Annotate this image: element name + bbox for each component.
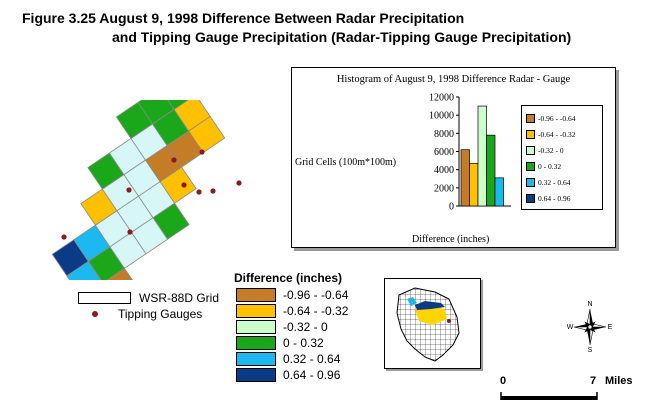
difference-legend-item: 0 - 0.32: [236, 335, 324, 350]
scale-unit-label: Miles: [605, 375, 633, 387]
grid-legend-label: WSR-88D Grid: [139, 291, 220, 305]
histogram-legend-label: -0.32 - 0: [538, 145, 564, 155]
difference-legend-item: -0.96 - -0.64: [236, 287, 348, 302]
difference-legend-label: 0.64 - 0.96: [283, 367, 341, 382]
gauge-legend-item: Tipping Gauges: [92, 307, 202, 321]
difference-legend-label: -0.64 - -0.32: [283, 303, 349, 318]
histogram-legend-item: 0.64 - 0.96: [526, 192, 571, 204]
tipping-gauge-dot: [127, 229, 133, 235]
histogram-bar: [477, 105, 487, 207]
difference-legend-item: 0.64 - 0.96: [236, 367, 340, 382]
histogram-legend: -0.96 - -0.64 -0.64 - -0.32 -0.32 - 0 0 …: [521, 105, 603, 210]
histogram-bar: [494, 177, 504, 207]
legend-swatch: [236, 303, 276, 318]
figure-title-line1: Figure 3.25 August 9, 1998 Difference Be…: [22, 10, 465, 26]
compass-rose-icon: N S W E: [567, 301, 613, 354]
gauge-dot-icon: [92, 311, 98, 317]
histogram-legend-label: 0 - 0.32: [538, 161, 562, 171]
difference-legend-label: 0 - 0.32: [283, 335, 324, 350]
difference-legend-title: Difference (inches): [234, 271, 343, 285]
histogram-legend-item: -0.32 - 0: [526, 144, 564, 156]
histogram-legend-label: -0.64 - -0.32: [538, 129, 576, 139]
locator-map: [384, 278, 481, 369]
difference-legend-item: 0.32 - 0.64: [236, 351, 340, 366]
histogram-title: Histogram of August 9, 1998 Difference R…: [336, 74, 571, 85]
histogram-y-tick-label: 4000: [434, 165, 454, 176]
legend-swatch: [236, 367, 276, 382]
grid-cell: [137, 100, 175, 125]
legend-swatch: [526, 193, 535, 203]
legend-swatch: [526, 129, 535, 139]
legend-swatch: [236, 335, 276, 350]
histogram-legend-item: 0 - 0.32: [526, 160, 561, 172]
tipping-gauge-dot: [61, 234, 67, 240]
histogram-y-tick-label: 2000: [434, 183, 454, 194]
legend-swatch: [236, 287, 276, 302]
legend-swatch: [236, 319, 276, 334]
grid-cell: [158, 100, 197, 110]
radar-difference-grid-map: [51, 100, 242, 280]
histogram-y-tick-label: 8000: [434, 129, 454, 140]
histogram-panel: Histogram of August 9, 1998 Difference R…: [291, 67, 616, 248]
legend-swatch: [526, 161, 535, 171]
histogram-legend-label: 0.32 - 0.64: [538, 177, 571, 187]
scale-end-label: 7: [590, 375, 597, 387]
tipping-gauge-dot: [210, 188, 216, 194]
histogram-y-tick-label: 12000: [429, 93, 454, 104]
histogram-bar: [469, 162, 479, 207]
histogram-legend-item: 0.32 - 0.64: [526, 176, 571, 188]
difference-legend-item: -0.32 - 0: [236, 319, 328, 334]
compass-east-label: E: [608, 324, 613, 331]
compass-north-label: N: [587, 301, 592, 308]
difference-legend-label: 0.32 - 0.64: [283, 351, 341, 366]
tipping-gauge-dot: [126, 187, 132, 193]
legend-swatch: [526, 113, 535, 123]
difference-legend-label: -0.96 - -0.64: [283, 287, 349, 302]
histogram-legend-label: 0.64 - 0.96: [538, 193, 571, 203]
locator-map-drawing: [396, 287, 460, 362]
compass-west-label: W: [567, 324, 574, 331]
histogram-legend-label: -0.96 - -0.64: [538, 113, 576, 123]
histogram-plot: 0 2000 4000 6000 8000 10000 12000: [429, 93, 511, 213]
histogram-y-tick-label: 6000: [434, 147, 454, 158]
compass-south-label: S: [588, 347, 593, 354]
tipping-gauge-dot: [236, 180, 242, 186]
histogram-legend-item: -0.64 - -0.32: [526, 128, 576, 140]
tipping-gauge-dot: [196, 189, 202, 195]
histogram-bar: [460, 149, 470, 207]
grid-legend-item: WSR-88D Grid: [78, 291, 219, 305]
histogram-y-tick-label: 10000: [429, 111, 454, 122]
histogram-y-axis-label: Grid Cells (100m*100m): [295, 157, 397, 168]
legend-swatch: [236, 351, 276, 366]
difference-legend-label: -0.32 - 0: [283, 319, 328, 334]
figure-title-line2: and Tipping Gauge Precipitation (Radar-T…: [112, 29, 572, 45]
histogram-legend-item: -0.96 - -0.64: [526, 112, 576, 124]
gauge-legend-label: Tipping Gauges: [118, 307, 203, 321]
grid-legend-swatch: [78, 292, 131, 304]
legend-swatch: [526, 145, 535, 155]
histogram-y-tick-label: 0: [449, 202, 454, 213]
legend-swatch: [526, 177, 535, 187]
difference-legend-item: -0.64 - -0.32: [236, 303, 348, 318]
histogram-x-axis-label: Difference (inches): [412, 234, 490, 245]
tipping-gauge-dot: [181, 182, 187, 188]
histogram-bar: [486, 134, 496, 207]
scale-start-label: 0: [500, 375, 507, 387]
tipping-gauge-dot: [171, 157, 177, 163]
scale-bar-graphic: [500, 392, 598, 400]
tipping-gauge-dot: [199, 149, 205, 155]
